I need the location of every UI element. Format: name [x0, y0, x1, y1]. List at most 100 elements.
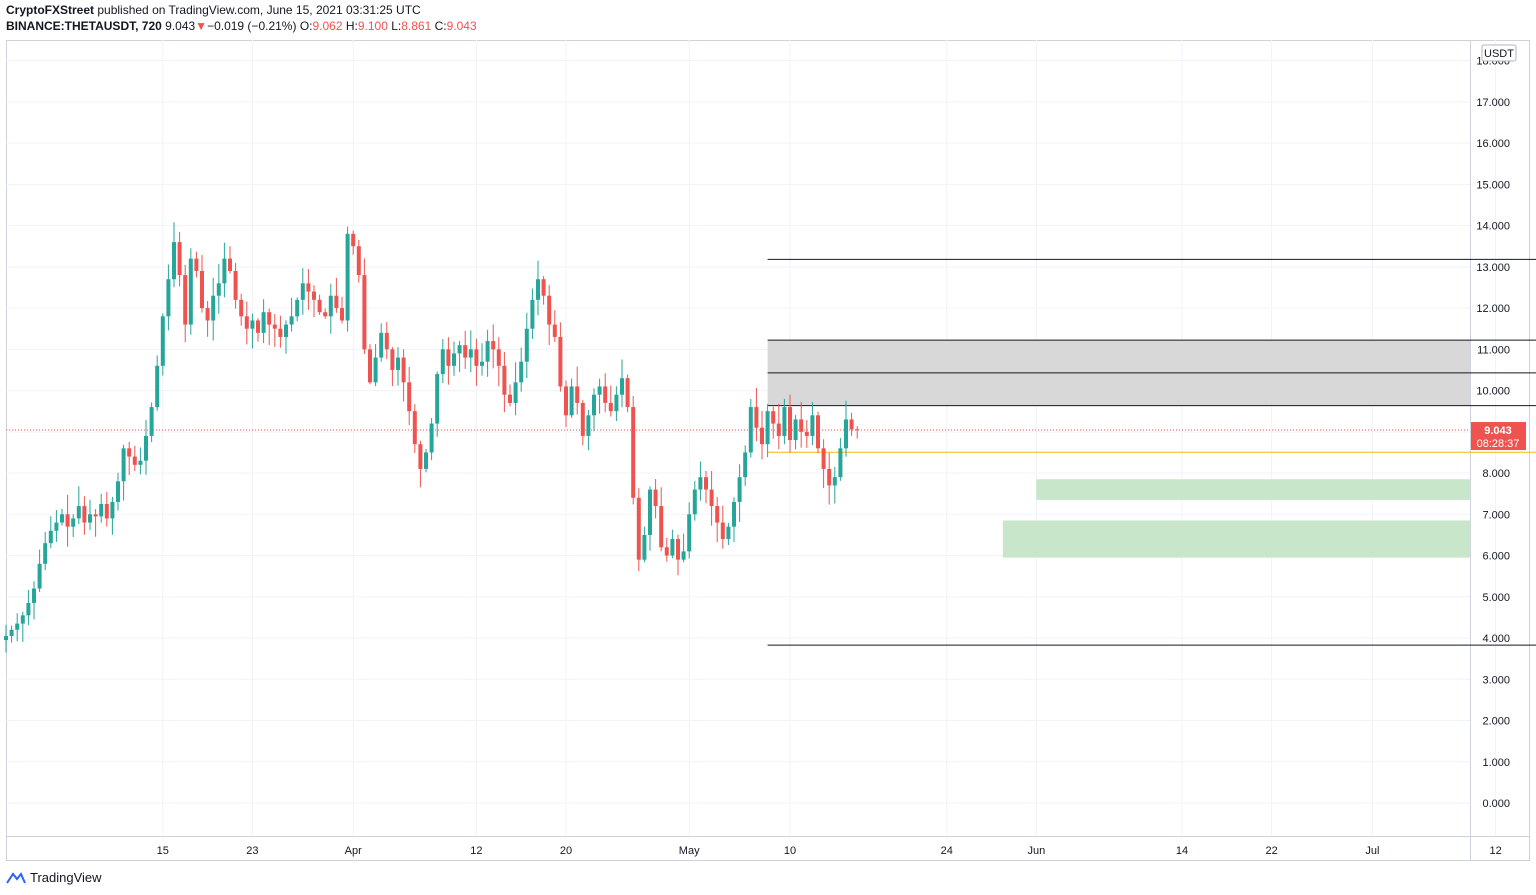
candle-body-down [491, 341, 496, 350]
candle-body-down [821, 448, 826, 469]
candle-body-down [446, 349, 451, 366]
candle-body-down [502, 365, 507, 395]
support-green-zone [1036, 479, 1470, 500]
candle-body-up [160, 316, 165, 366]
candle-body-up [429, 423, 434, 453]
candle-body-down [816, 415, 820, 449]
change-arrow-icon: ▼ [195, 19, 208, 33]
candle-body-down [776, 423, 781, 436]
candle-body-down [771, 411, 776, 424]
candle-body-down [267, 312, 272, 325]
candle-body-up [250, 320, 255, 329]
candle-body-down [715, 506, 720, 523]
y-tick-label: 15.000 [1476, 179, 1510, 191]
candle-body-down [317, 299, 322, 313]
candle-body-up [681, 551, 686, 560]
candle-body-down [362, 275, 367, 350]
candle-body-down [631, 407, 636, 498]
high-label: H: [345, 19, 358, 33]
x-tick-label: Jul [1365, 845, 1379, 857]
candle-body-down [407, 382, 412, 412]
candle-body-up [379, 332, 384, 358]
y-tick-label: 14.000 [1476, 221, 1510, 233]
candle-body-up [452, 353, 456, 366]
candle-body-up [519, 361, 524, 383]
candle-body-up [732, 501, 736, 527]
close-label: C: [434, 19, 447, 33]
x-tick-label: 15 [157, 845, 169, 857]
y-tick-label: 12.000 [1476, 303, 1510, 315]
candle-body-up [485, 341, 490, 362]
candle-body-up [172, 242, 176, 280]
candle-body-down [256, 320, 260, 333]
candle-body-down [508, 394, 512, 403]
tradingview-logo[interactable]: TradingView [6, 870, 102, 885]
candle-body-up [743, 452, 748, 478]
close-value: 9.043 [446, 19, 477, 33]
candle-body-up [844, 419, 848, 449]
candle-body-up [620, 378, 624, 395]
currency-badge: USDT [1481, 44, 1517, 62]
candle-body-up [530, 299, 535, 329]
x-tick-label: 12 [1489, 845, 1501, 857]
chart-pane-border [6, 40, 1530, 861]
candle-body-up [698, 477, 703, 490]
candle-body-down [496, 349, 501, 366]
candle-body-down [228, 258, 232, 271]
candle-body-down [754, 407, 759, 428]
candle-body-down [720, 522, 725, 540]
candle-body-up [32, 588, 36, 603]
candle-body-up [480, 361, 484, 366]
candle-body-up [765, 411, 770, 445]
candle-body-down [653, 489, 658, 507]
candle-body-down [323, 312, 328, 317]
candle-body-down [127, 448, 132, 457]
candle-body-up [110, 501, 115, 519]
candle-body-down [855, 429, 860, 431]
y-tick-label: 5.000 [1482, 592, 1510, 604]
candle-body-down [547, 295, 552, 325]
candle-body-up [838, 448, 843, 478]
candle-body-up [737, 477, 742, 502]
candle-body-down [676, 539, 680, 560]
candle-body-down [306, 283, 311, 292]
x-tick-label: Jun [1028, 845, 1046, 857]
candle-body-up [20, 615, 25, 624]
candle-body-up [782, 407, 787, 436]
candle-body-down [580, 402, 585, 436]
candle-body-down [205, 308, 210, 321]
candle-body-up [468, 349, 473, 358]
candle-body-down [356, 246, 361, 276]
y-tick-label: 7.000 [1482, 509, 1510, 521]
candle-body-up [99, 503, 104, 517]
candle-body-up [26, 602, 31, 616]
candle-body-down [368, 349, 372, 383]
candle-body-down [804, 431, 809, 436]
publish-line: CryptoFXStreet published on TradingView.… [6, 3, 421, 17]
candle-body-up [138, 460, 143, 465]
candle-body-up [15, 623, 20, 630]
candle-body-down [272, 324, 277, 329]
y-tick-label: 3.000 [1482, 674, 1510, 686]
candle-body-up [116, 481, 120, 502]
candle-body-down [664, 547, 669, 556]
grid [6, 40, 1497, 836]
candle-body-up [76, 506, 81, 519]
candle-body-down [82, 506, 87, 523]
candle-body-down [541, 279, 546, 296]
candle-body-up [810, 415, 815, 436]
candle-body-up [524, 328, 529, 362]
low-label: L: [391, 19, 402, 33]
support-green-zone [1002, 520, 1470, 558]
fib-retracement: 1(13.180)0.79(11.222)0.705(10.429)0.62(9… [767, 258, 1536, 646]
candle-body-down [558, 336, 563, 387]
candle-body-up [149, 407, 154, 436]
candle-body-up [216, 283, 221, 296]
candle-body-down [93, 514, 98, 517]
candle-body-down [132, 456, 137, 465]
y-tick-label: 8.000 [1482, 468, 1510, 480]
y-tick-label: 13.000 [1476, 262, 1510, 274]
candle-body-down [474, 349, 479, 366]
candle-body-up [54, 522, 59, 531]
